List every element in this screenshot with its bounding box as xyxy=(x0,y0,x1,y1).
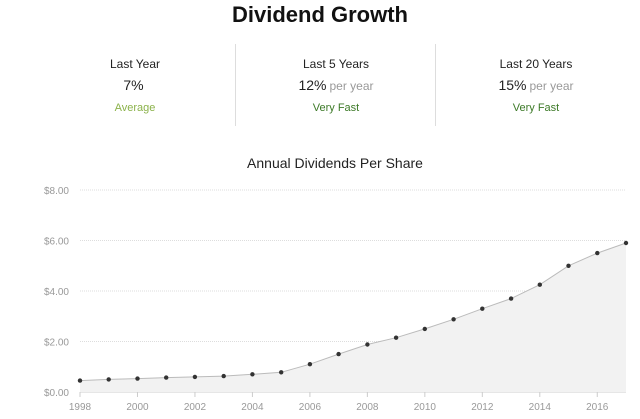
data-point xyxy=(422,326,427,332)
stat-rating: Very Fast xyxy=(312,102,360,114)
data-point xyxy=(365,342,370,347)
stat-label: Last 20 Years xyxy=(499,57,573,71)
data-point xyxy=(307,362,313,367)
data-point xyxy=(77,378,83,383)
stat-value: 7% xyxy=(35,77,235,93)
data-point xyxy=(480,306,485,311)
data-point xyxy=(106,377,111,382)
chart-title: Annual Dividends Per Share xyxy=(247,155,423,171)
page-title: Dividend Growth xyxy=(232,2,408,27)
data-point xyxy=(623,240,629,246)
x-tick-label: 2010 xyxy=(414,402,437,413)
y-tick-label: $4.00 xyxy=(44,287,69,298)
data-point xyxy=(537,282,542,287)
data-point xyxy=(279,370,284,375)
data-point xyxy=(192,374,198,380)
data-point xyxy=(595,250,600,256)
series-area-fill xyxy=(80,243,626,392)
stat-value-number: 7% xyxy=(123,77,144,93)
x-tick-label: 2000 xyxy=(126,402,149,413)
stat-rating: Average xyxy=(114,102,156,114)
stat-label: Last 5 Years xyxy=(302,57,370,71)
data-point xyxy=(336,351,341,357)
data-point xyxy=(164,375,169,380)
x-axis-ticks: 1998 2000 2002 2004 2006 2008 2010 2012 2014 2016 xyxy=(69,392,609,413)
data-point xyxy=(221,373,226,379)
x-tick-label: 2002 xyxy=(184,402,207,413)
x-tick-label: 2012 xyxy=(471,402,494,413)
y-tick-label: $8.00 xyxy=(44,186,69,197)
x-tick-label: 2016 xyxy=(586,402,609,413)
x-tick-label: 1998 xyxy=(69,402,92,413)
stat-unit: per year xyxy=(529,79,574,93)
y-axis-ticks: $0.00 $2.00 $4.00 $6.00 $8.00 xyxy=(44,186,69,399)
data-point xyxy=(508,296,514,301)
y-tick-label: $6.00 xyxy=(44,237,69,248)
stat-unit: per year xyxy=(329,79,374,93)
stat-value: 12% per year xyxy=(236,77,436,93)
stat-value-number: 15% xyxy=(498,77,527,93)
stat-last-5-years: Last 5 Years 12% per year Very Fast xyxy=(235,44,436,126)
stat-label: Last Year xyxy=(109,57,161,71)
data-point xyxy=(451,317,456,322)
series-line xyxy=(79,242,627,382)
data-point xyxy=(393,335,399,340)
data-point xyxy=(250,372,255,377)
data-point xyxy=(135,376,140,381)
growth-stats: Last Year 7% Average Last 5 Years 12% per… xyxy=(35,44,635,126)
y-tick-label: $2.00 xyxy=(44,338,69,349)
stat-last-year: Last Year 7% Average xyxy=(35,44,235,126)
y-tick-label: $0.00 xyxy=(44,388,69,399)
chart-area-layer xyxy=(79,242,627,392)
x-tick-label: 2006 xyxy=(299,402,322,413)
data-point xyxy=(566,263,571,268)
stat-value: 15% per year xyxy=(436,77,636,93)
stat-value-number: 12% xyxy=(298,77,327,93)
x-tick-label: 2004 xyxy=(241,402,264,413)
x-tick-label: 2014 xyxy=(529,402,552,413)
stat-rating: Very Fast xyxy=(512,102,560,114)
x-tick-label: 2008 xyxy=(356,402,379,413)
stat-last-20-years: Last 20 Years 15% per year Very Fast xyxy=(435,44,636,126)
chart-markers xyxy=(77,240,629,383)
